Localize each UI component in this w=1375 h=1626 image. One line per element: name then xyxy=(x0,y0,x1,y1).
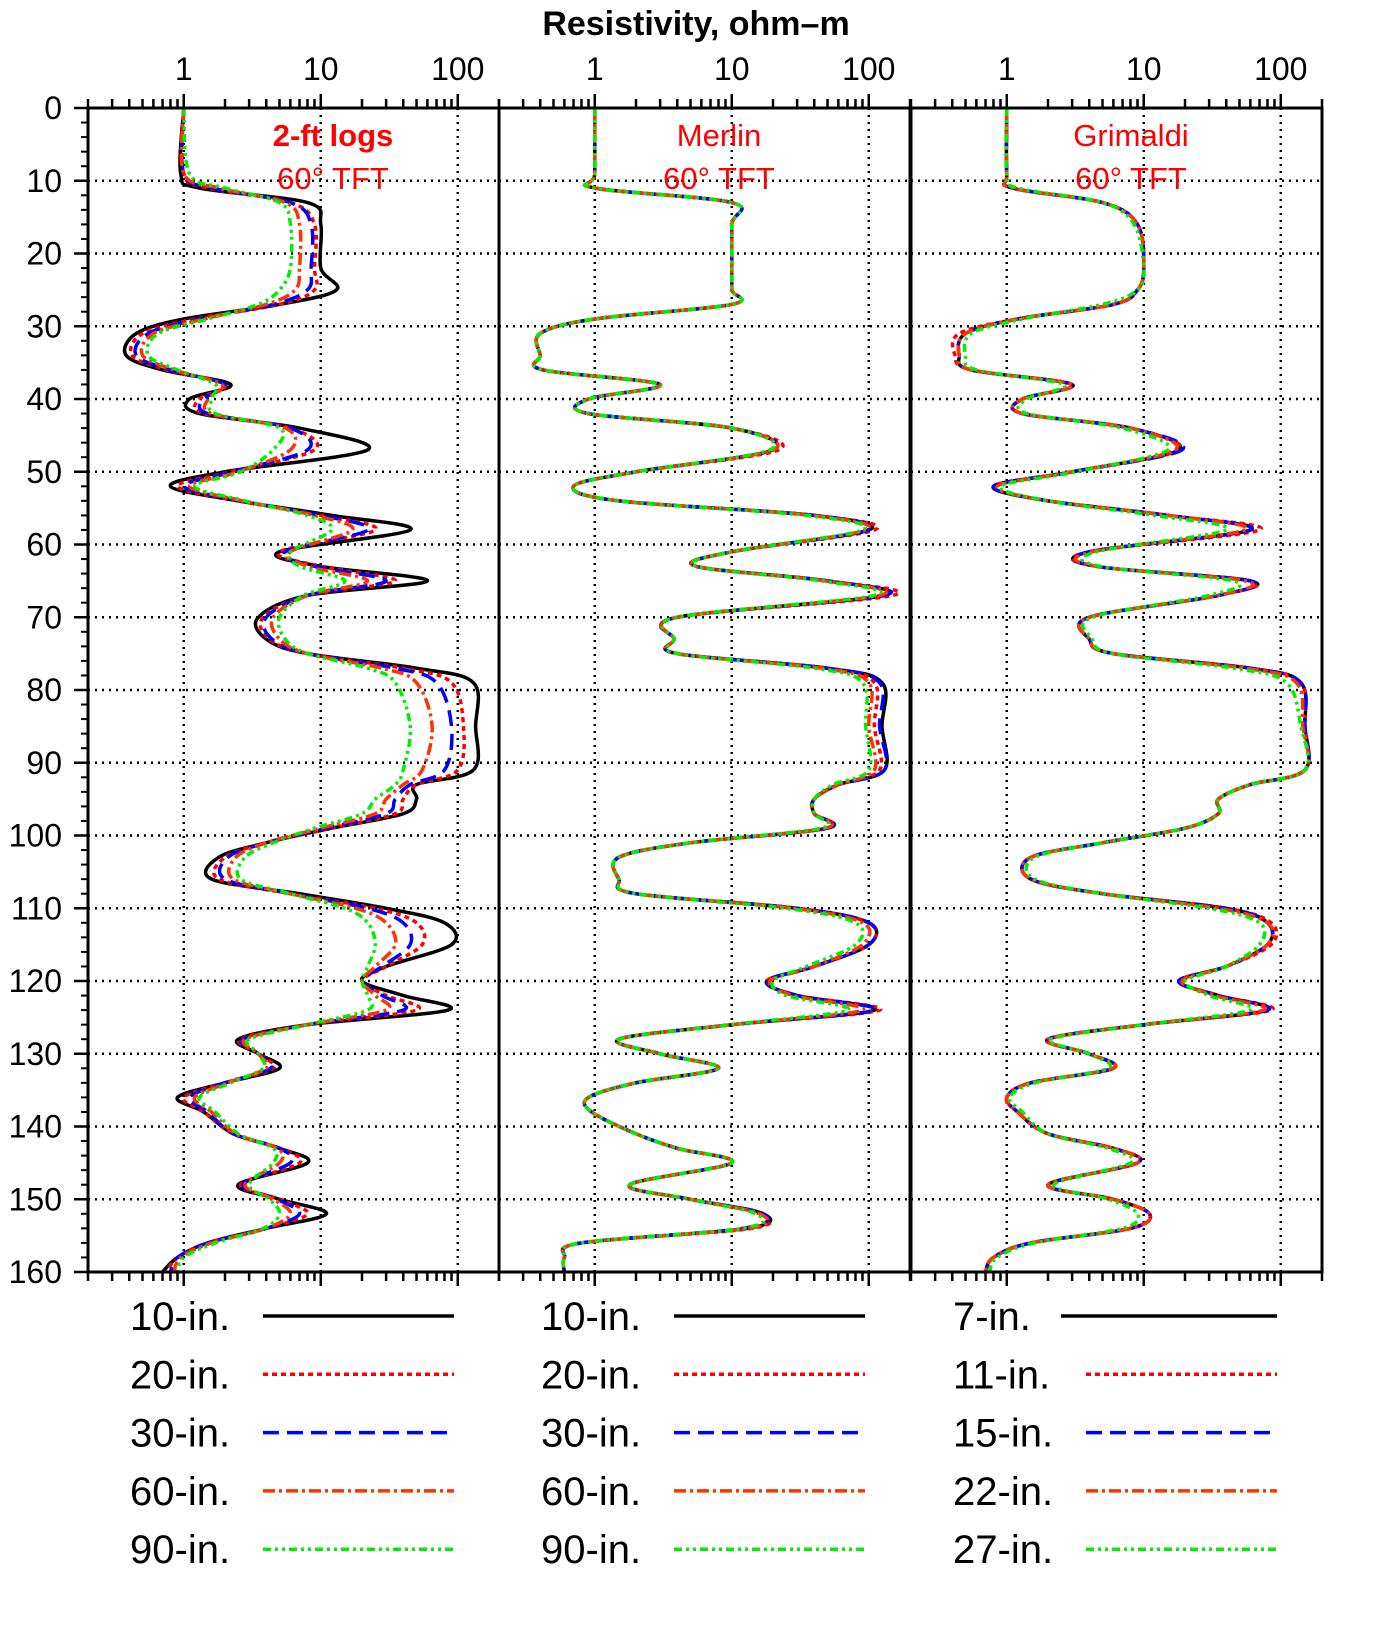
y-tick-label: 140 xyxy=(9,1109,62,1145)
x-tick-label: 1 xyxy=(998,51,1016,87)
series-line-60in xyxy=(139,108,434,1272)
y-tick-label: 120 xyxy=(9,963,62,999)
x-tick-label: 1 xyxy=(175,51,193,87)
legend-label: 20-in. xyxy=(130,1353,230,1397)
y-tick-label: 100 xyxy=(9,818,62,854)
legend-label: 90-in. xyxy=(541,1528,641,1572)
y-tick-label: 50 xyxy=(26,454,62,490)
y-tick-label: 10 xyxy=(26,163,62,199)
y-tick-label: 0 xyxy=(44,90,62,126)
y-tick-label: 60 xyxy=(26,527,62,563)
panel-title-line1: Grimaldi xyxy=(1073,118,1188,153)
series-line-30in xyxy=(133,108,454,1272)
x-axis-title: Resistivity, ohm–m xyxy=(542,5,849,43)
series-line-22in xyxy=(956,108,1311,1272)
panel-title-line2: 60° TFT xyxy=(663,161,775,196)
y-tick-label: 30 xyxy=(26,308,62,344)
legend-label: 27-in. xyxy=(953,1528,1053,1572)
legend-label: 60-in. xyxy=(541,1470,641,1514)
panel-title-line2: 60° TFT xyxy=(277,161,389,196)
legend-label: 20-in. xyxy=(541,1353,641,1397)
y-tick-label: 160 xyxy=(9,1254,62,1290)
x-tick-label: 10 xyxy=(1126,51,1162,87)
panel-frame xyxy=(497,106,912,1274)
panel-frame xyxy=(909,106,1324,1274)
y-tick-label: 130 xyxy=(9,1036,62,1072)
x-tick-label: 10 xyxy=(714,51,750,87)
legend-label: 60-in. xyxy=(130,1470,230,1514)
panel-title-line1: Merlin xyxy=(677,118,761,153)
x-tick-label: 100 xyxy=(431,51,484,87)
y-tick-label: 80 xyxy=(26,672,62,708)
legend-label: 15-in. xyxy=(953,1412,1053,1456)
grid xyxy=(88,108,1322,1272)
x-tick-label: 10 xyxy=(303,51,339,87)
panel-frame xyxy=(86,106,501,1274)
y-tick-label: 90 xyxy=(26,745,62,781)
x-tick-label: 1 xyxy=(586,51,604,87)
legend-label: 10-in. xyxy=(130,1295,230,1339)
legend-label: 10-in. xyxy=(541,1295,641,1339)
series-line-10in xyxy=(122,108,481,1272)
x-tick-label: 100 xyxy=(1254,51,1307,87)
legend-label: 22-in. xyxy=(953,1470,1053,1514)
panel-title-line1: 2-ft logs xyxy=(273,118,394,153)
series-line-90in xyxy=(145,108,413,1272)
series-line-27in xyxy=(962,108,1310,1272)
x-tick-label: 100 xyxy=(842,51,895,87)
y-tick-label: 70 xyxy=(26,599,62,635)
y-tick-label: 40 xyxy=(26,381,62,417)
curves xyxy=(122,108,1311,1272)
legend-label: 30-in. xyxy=(130,1412,230,1456)
axis-ticks xyxy=(74,94,1324,1286)
legends: 10-in. 20-in. 30-in. 60-in. 90-in. 10-in. 20-i… xyxy=(130,1295,1277,1572)
series-line-90in xyxy=(531,108,883,1272)
legend-label: 90-in. xyxy=(130,1528,230,1572)
legend-label: 30-in. xyxy=(541,1412,641,1456)
y-tick-label: 150 xyxy=(9,1181,62,1217)
y-tick-label: 110 xyxy=(11,890,62,926)
y-tick-label: 20 xyxy=(26,236,62,272)
panel-title-line2: 60° TFT xyxy=(1075,161,1187,196)
legend-label: 7-in. xyxy=(953,1295,1031,1339)
legend-label: 11-in. xyxy=(953,1353,1050,1397)
